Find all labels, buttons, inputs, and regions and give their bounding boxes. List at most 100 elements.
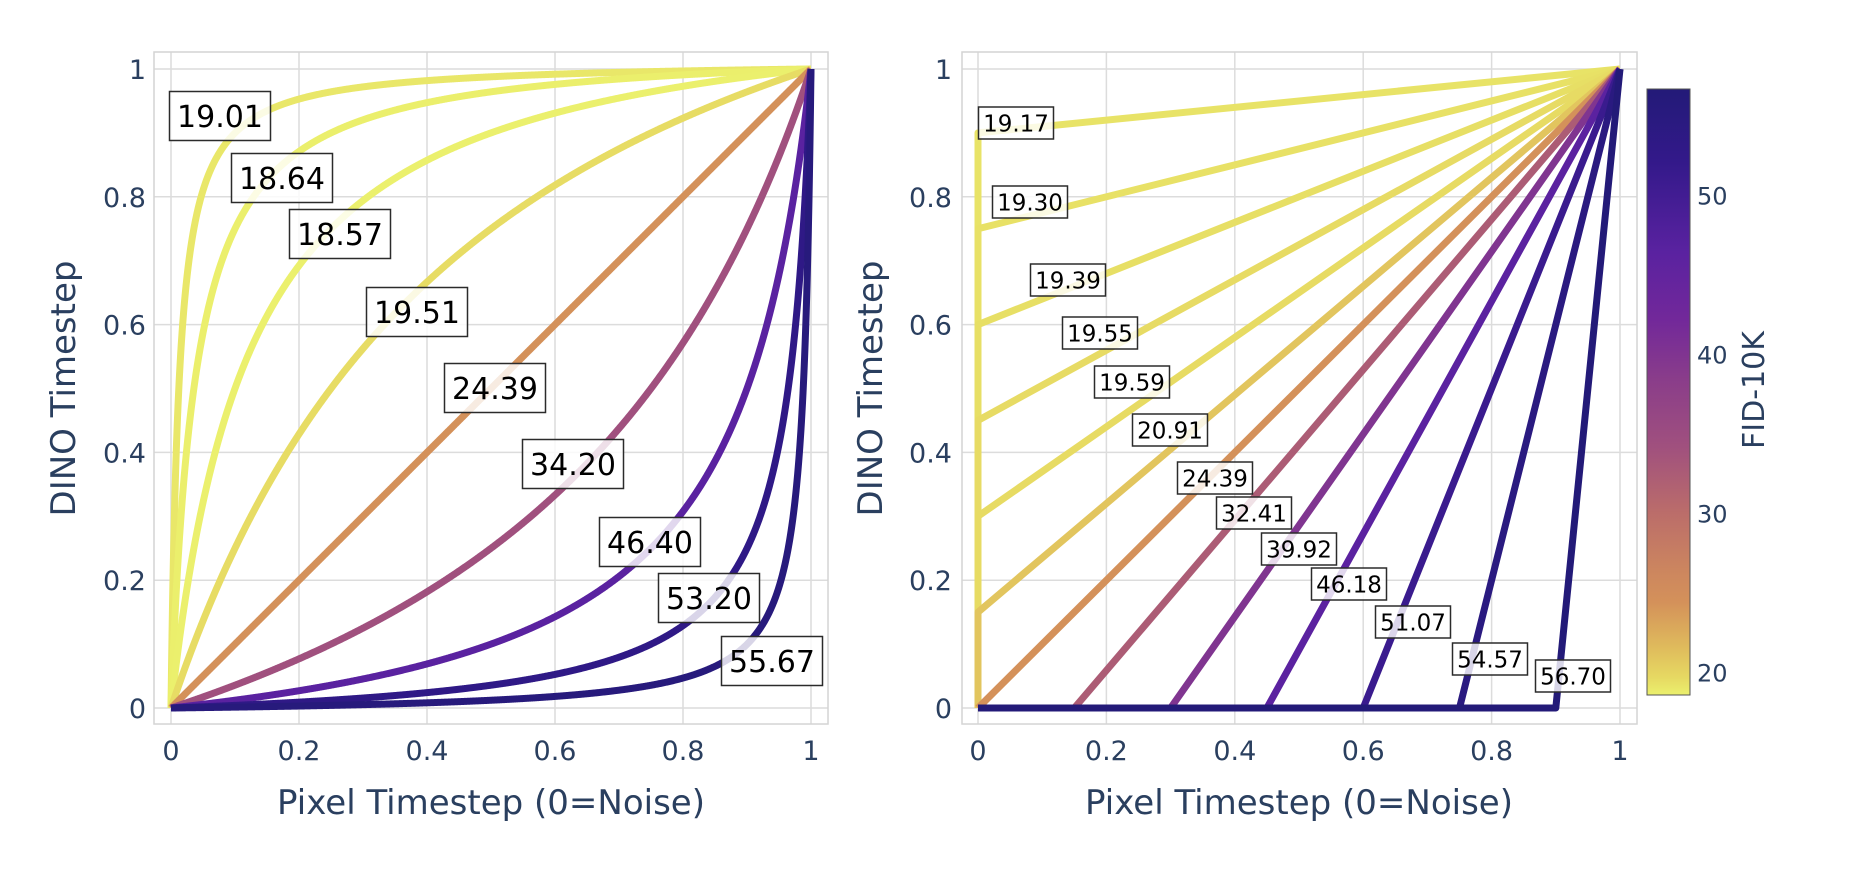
- fid-label-box: [1176, 461, 1254, 495]
- y-tick-label: 0.4: [909, 438, 952, 469]
- x-axis-title: Pixel Timestep (0=Noise): [277, 783, 705, 823]
- fid-label: 19.17: [977, 106, 1055, 140]
- fid-label-box: [657, 572, 761, 624]
- fid-label-box: [598, 516, 702, 568]
- fid-label-text: 19.55: [1067, 321, 1133, 347]
- x-tick-label: 1: [1611, 736, 1628, 767]
- fid-label-box: [1451, 642, 1529, 676]
- fid-label-text: 53.20: [666, 582, 752, 617]
- x-tick-label: 0.4: [1213, 736, 1256, 767]
- series-lines: [974, 65, 1624, 712]
- fid-label-box: [1131, 413, 1209, 447]
- fid-label-text: 54.57: [1457, 647, 1523, 673]
- fid-label-text: 19.39: [1035, 268, 1101, 294]
- fid-label-box: [443, 362, 547, 414]
- fid-label-text: 39.92: [1266, 537, 1332, 563]
- x-tick-label: 0: [162, 736, 179, 767]
- fid-label: 46.18: [1310, 567, 1388, 601]
- fid-label: 18.57: [288, 208, 392, 260]
- fid-label: 19.01: [168, 90, 272, 142]
- series-lines: [167, 65, 815, 712]
- x-tick-label: 0.6: [1342, 736, 1385, 767]
- y-tick-label: 0: [935, 694, 952, 725]
- fid-label-text: 32.41: [1221, 501, 1287, 527]
- plot-frame: [961, 51, 1638, 725]
- fid-label-text: 19.51: [374, 296, 460, 331]
- fid-label-text: 51.07: [1380, 610, 1446, 636]
- fid-label-box: [1215, 496, 1293, 530]
- fid-label-box: [1310, 567, 1388, 601]
- fid-label-text: 19.30: [997, 190, 1063, 216]
- y-axis-title: DINO Timestep: [851, 261, 891, 517]
- x-tick-label: 0.6: [534, 736, 577, 767]
- y-tick-label: 1: [935, 55, 952, 86]
- fid-label-box: [230, 152, 334, 204]
- series-line-19.51: [167, 65, 814, 710]
- series-line-34.20: [168, 67, 815, 712]
- series-line-55.67: [168, 68, 815, 712]
- colorbar-title: FID-10K: [1737, 330, 1772, 449]
- x-tick-label: 0.8: [662, 736, 705, 767]
- fid-label-box: [1534, 659, 1612, 693]
- x-tick-label: 0.2: [1085, 736, 1128, 767]
- y-tick-label: 1: [129, 55, 146, 86]
- fid-label-box: [288, 208, 392, 260]
- y-tick-label: 0.8: [103, 183, 146, 214]
- fid-label: 56.70: [1534, 659, 1612, 693]
- fid-label: 34.20: [521, 438, 625, 490]
- fid-label: 53.20: [657, 572, 761, 624]
- fid-label: 24.39: [1176, 461, 1254, 495]
- fid-label-box: [365, 286, 469, 338]
- colorbar: 20 30 40 50 FID-10K: [1646, 88, 1772, 696]
- fid-label: 18.64: [230, 152, 334, 204]
- fid-label-text: 46.18: [1316, 572, 1382, 598]
- fid-label: 46.40: [598, 516, 702, 568]
- x-tick-label: 0.2: [278, 736, 321, 767]
- y-tick-label: 0.2: [909, 566, 952, 597]
- colorbar-tick-label: 40: [1697, 341, 1728, 369]
- fid-label: 19.55: [1061, 316, 1139, 350]
- fid-label-box: [720, 635, 824, 687]
- fid-label: 51.07: [1374, 605, 1452, 639]
- y-tick-label: 0.2: [103, 566, 146, 597]
- fid-label-box: [977, 106, 1055, 140]
- fid-label-box: [1061, 316, 1139, 350]
- fid-label-text: 24.39: [1182, 466, 1248, 492]
- fid-label-text: 19.01: [177, 100, 263, 135]
- series-line-46.40: [168, 68, 815, 712]
- y-tick-label: 0.6: [103, 311, 146, 342]
- fid-label-box: [1093, 365, 1171, 399]
- fid-label-text: 55.67: [729, 645, 815, 680]
- fid-label-box: [521, 438, 625, 490]
- x-tick-label: 1: [802, 736, 819, 767]
- y-tick-label: 0.6: [909, 311, 952, 342]
- fid-annotations: 19.17 19.30 19.39 19.55 19.59 20.91 24.39 32.41…: [977, 106, 1612, 693]
- fid-label-text: 19.17: [983, 111, 1049, 137]
- y-tick-label: 0.4: [103, 438, 146, 469]
- fid-label-text: 46.40: [607, 526, 693, 561]
- fid-label: 24.39: [443, 362, 547, 414]
- fid-label-box: [1374, 605, 1452, 639]
- fid-label-text: 34.20: [530, 448, 616, 483]
- fid-label-box: [168, 90, 272, 142]
- colorbar-gradient: [1646, 88, 1691, 696]
- x-tick-label: 0.8: [1470, 736, 1513, 767]
- x-axis-title: Pixel Timestep (0=Noise): [1085, 783, 1513, 823]
- fid-label: 19.59: [1093, 365, 1171, 399]
- fid-label-text: 19.59: [1099, 370, 1165, 396]
- fid-label: 19.51: [365, 286, 469, 338]
- plot-frame: [153, 51, 829, 725]
- fid-annotations: 19.01 18.64 18.57 19.51 24.39 34.20 46.40 53.20…: [168, 90, 824, 687]
- colorbar-tick-label: 50: [1697, 182, 1728, 210]
- fid-label: 19.30: [991, 185, 1069, 219]
- fid-label: 54.57: [1451, 642, 1529, 676]
- fid-label-text: 18.57: [297, 218, 383, 253]
- series-line-20.91: [974, 66, 1623, 708]
- series-line-24.39: [975, 66, 1623, 711]
- fid-label-text: 56.70: [1540, 664, 1606, 690]
- fid-label-text: 18.64: [239, 162, 325, 197]
- y-tick-label: 0.8: [909, 183, 952, 214]
- y-tick-label: 0: [129, 694, 146, 725]
- fid-label-text: 24.39: [452, 372, 538, 407]
